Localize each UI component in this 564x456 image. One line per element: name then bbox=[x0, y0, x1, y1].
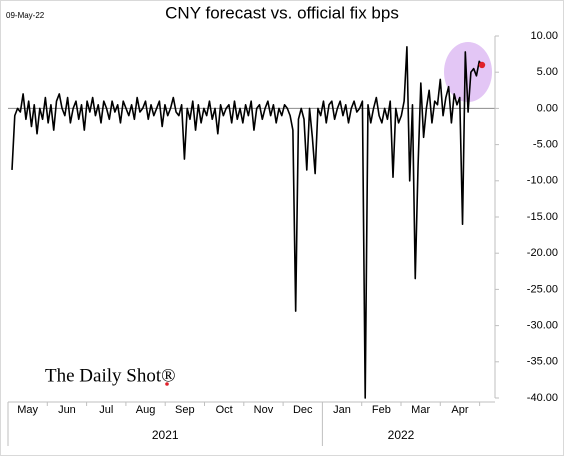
chart-title: CNY forecast vs. official fix bps bbox=[165, 3, 399, 22]
watermark-dot bbox=[165, 382, 169, 386]
date-label: 09-May-22 bbox=[6, 11, 45, 20]
year-label: 2022 bbox=[388, 428, 415, 442]
y-tick-label: -20.00 bbox=[527, 247, 558, 259]
x-tick-label: Feb bbox=[372, 404, 391, 416]
x-tick-label: Aug bbox=[136, 404, 156, 416]
y-tick-label: -25.00 bbox=[527, 283, 558, 295]
x-tick-label: Jul bbox=[99, 404, 113, 416]
x-tick-label: Jun bbox=[58, 404, 76, 416]
year-label: 2021 bbox=[152, 428, 179, 442]
x-tick-label: May bbox=[17, 404, 38, 416]
y-tick-label: 5.00 bbox=[537, 66, 558, 78]
x-tick-label: Nov bbox=[254, 404, 274, 416]
y-tick-label: 0.00 bbox=[537, 102, 558, 114]
x-tick-label: Oct bbox=[216, 404, 233, 416]
y-tick-label: 10.00 bbox=[530, 30, 558, 42]
last-point bbox=[478, 61, 486, 69]
x-tick-label: Dec bbox=[293, 404, 313, 416]
x-tick-label: Jan bbox=[333, 404, 351, 416]
series-line bbox=[11, 46, 483, 399]
y-tick-label: -10.00 bbox=[527, 175, 558, 187]
x-tick-label: Sep bbox=[175, 404, 195, 416]
highlight-circle bbox=[444, 42, 492, 102]
y-tick-label: -5.00 bbox=[533, 139, 558, 151]
y-tick-label: -35.00 bbox=[527, 356, 558, 368]
y-tick-label: -40.00 bbox=[527, 392, 558, 404]
watermark: The Daily Shot® bbox=[45, 365, 176, 386]
x-tick-label: Apr bbox=[451, 404, 468, 416]
y-tick-label: -15.00 bbox=[527, 211, 558, 223]
x-tick-label: Mar bbox=[411, 404, 430, 416]
y-tick-label: -30.00 bbox=[527, 320, 558, 332]
